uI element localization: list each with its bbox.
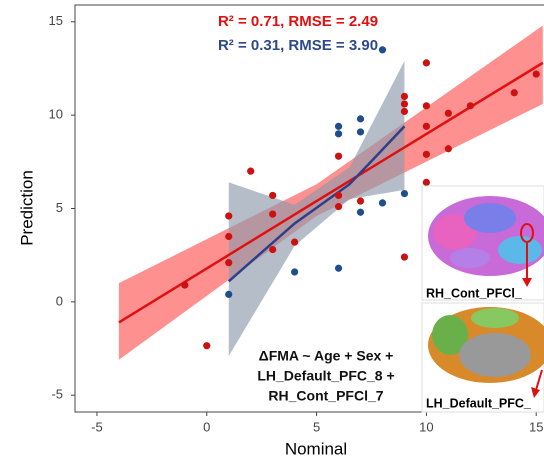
data-point [334,152,343,160]
arrowhead [522,278,532,287]
x-axis-label: Nominal [285,439,347,458]
data-point [269,210,277,218]
data-point [422,150,431,158]
data-point [334,122,343,130]
x-tick-label: 0 [203,419,210,434]
data-point [422,102,431,110]
data-point [269,191,277,200]
y-tick-label: 10 [49,107,63,122]
data-point [378,46,387,54]
annotation: R² = 0.71, RMSE = 2.49 [218,13,378,30]
data-point [378,199,387,207]
y-tick-label: 15 [49,13,63,28]
x-tick-label: 10 [419,419,433,434]
data-point [247,167,255,175]
fit-line [227,125,406,283]
model-formula: RH_Cont_PFCl_7 [268,388,383,404]
y-tick-label: 0 [56,293,63,308]
y-tick-label: 5 [56,200,63,215]
data-point [181,281,189,289]
data-point [356,197,365,205]
inset-label: RH_Cont_PFCl_ [426,286,523,300]
data-point [225,259,233,267]
brain-region [464,203,516,233]
data-point [400,92,409,101]
data-point [510,89,518,97]
x-tick-label: 5 [313,419,320,434]
data-point [225,290,233,298]
data-point [356,128,365,136]
arrow [535,369,543,391]
data-point [356,115,365,123]
data-point [444,109,452,117]
data-point [400,189,409,198]
data-point [466,102,474,110]
data-point [225,212,233,220]
insets: RH_Cont_PFCl_ LH_Default_PFC_ [421,185,544,413]
brain-region [432,315,468,355]
brain-inset-1: RH_Cont_PFCl_ [421,185,544,301]
brain-region [450,248,490,268]
brain-region [498,236,542,264]
model-formula: ΔFMA ~ Age + Sex + [259,348,394,364]
inset-label: LH_Default_PFC_ [426,396,532,410]
data-point [225,232,233,241]
brain-region [471,308,519,328]
data-point [422,122,431,130]
model-formula: LH_Default_PFC_8 + [257,368,394,384]
y-axis-label: Prediction [17,170,36,246]
data-point [400,107,409,116]
data-point [532,70,540,78]
data-point [400,253,409,261]
data-point [356,208,365,216]
data-point [291,268,299,276]
data-point [334,191,343,200]
arrowhead [531,387,540,398]
data-point [334,264,343,272]
data-point [291,238,299,246]
roi-marker [520,223,534,243]
data-point [422,59,431,67]
data-point [269,245,277,254]
data-point [444,145,452,153]
brain-inset-2: LH_Default_PFC_ [421,302,544,413]
data-point [400,100,409,108]
data-point [422,178,431,186]
annotation: R² = 0.31, RMSE = 3.90 [218,37,378,54]
brain-medial-wall [459,333,531,377]
x-tick-label: 15 [529,419,543,434]
data-point [203,342,211,350]
data-point [334,203,343,211]
y-tick-label: -5 [51,387,63,402]
plot-area: -5 0 5 10 15 -5 0 5 10 15 R² = 0.71, RMSE = 2.49 R²… [49,4,544,434]
x-tick-label: -5 [91,419,103,434]
data-point [334,130,343,138]
